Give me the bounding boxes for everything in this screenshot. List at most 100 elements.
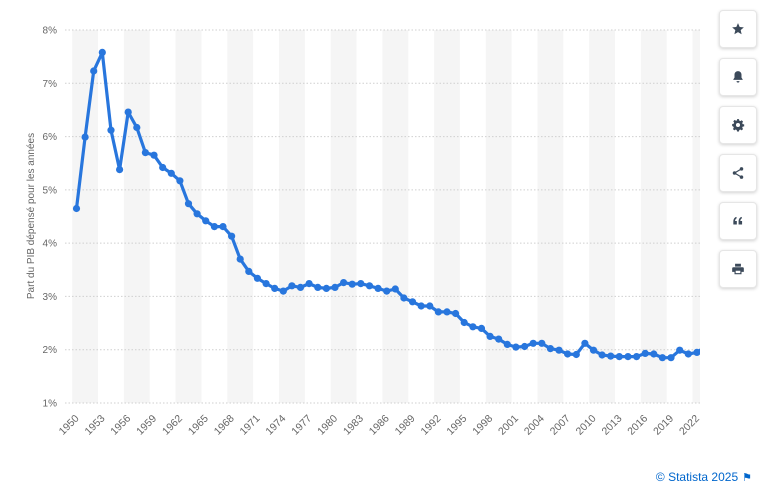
x-tick-label: 1977	[289, 413, 314, 438]
x-tick-label: 2010	[574, 413, 599, 438]
data-point	[340, 279, 348, 287]
data-point	[90, 67, 98, 75]
data-point	[503, 340, 511, 348]
data-point	[141, 149, 149, 157]
data-point	[271, 284, 279, 292]
data-point	[538, 339, 546, 347]
settings-button[interactable]	[719, 106, 757, 144]
y-tick-label: 7%	[43, 79, 58, 90]
data-point	[236, 255, 244, 263]
background-band	[434, 30, 460, 403]
print-icon	[732, 263, 744, 275]
quote-icon	[733, 216, 743, 225]
data-point	[357, 280, 365, 288]
x-tick-label: 1992	[419, 413, 444, 438]
data-point	[615, 353, 623, 361]
data-point	[365, 282, 374, 290]
x-tick-label: 1980	[315, 413, 340, 438]
data-point	[641, 349, 649, 357]
data-point	[684, 350, 692, 358]
data-point	[521, 342, 529, 351]
chart-toolbar	[719, 10, 757, 298]
background-band	[640, 30, 667, 403]
print-button[interactable]	[719, 250, 757, 288]
x-tick-label: 1953	[82, 413, 107, 438]
background-bands	[72, 30, 700, 403]
x-tick-label: 2019	[651, 413, 676, 438]
data-point	[98, 48, 106, 57]
data-point	[693, 348, 700, 356]
x-tick-label: 2007	[548, 413, 573, 438]
data-point	[133, 123, 141, 132]
notification-button[interactable]	[719, 58, 757, 96]
statista-credit[interactable]: © Statista 2025 ⚑	[656, 470, 752, 484]
favorite-button[interactable]	[719, 10, 757, 48]
data-point	[253, 274, 261, 282]
data-point	[408, 298, 417, 306]
x-tick-label: 1968	[212, 413, 237, 438]
x-tick-label: 1986	[367, 413, 392, 438]
background-band	[382, 30, 409, 403]
data-point	[184, 200, 193, 208]
cite-button[interactable]	[719, 202, 757, 240]
x-tick-label: 1950	[57, 413, 82, 438]
background-band	[278, 30, 305, 403]
star-icon	[732, 23, 744, 35]
data-point	[72, 204, 81, 213]
data-point	[581, 339, 589, 347]
background-band	[692, 30, 700, 403]
data-point	[658, 354, 667, 362]
x-tick-label: 1983	[341, 413, 366, 438]
data-point	[546, 345, 555, 353]
data-point	[452, 309, 460, 318]
data-point	[667, 354, 675, 362]
data-point	[296, 283, 305, 291]
data-point	[676, 346, 684, 354]
y-tick-label: 6%	[43, 132, 58, 143]
data-point	[288, 282, 296, 290]
background-band	[123, 30, 150, 403]
x-tick-label: 1956	[108, 413, 133, 438]
x-tick-label: 2004	[522, 413, 547, 438]
y-tick-label: 2%	[43, 345, 58, 356]
x-axis-ticks: 1950 1953 1956 1959 1962 1965 1968 1971 1974 1977…	[57, 413, 700, 438]
flag-icon: ⚑	[742, 471, 752, 484]
background-band	[589, 30, 616, 403]
x-tick-label: 1974	[263, 413, 288, 438]
y-tick-label: 1%	[43, 399, 58, 410]
data-point	[443, 308, 451, 316]
data-point	[193, 210, 201, 218]
data-point	[348, 280, 356, 288]
data-point	[564, 350, 572, 358]
data-point	[383, 287, 391, 295]
background-band	[227, 30, 254, 403]
data-point	[555, 346, 563, 354]
data-point	[116, 166, 124, 174]
data-point	[633, 353, 641, 361]
data-point	[426, 302, 434, 310]
data-point	[417, 302, 425, 310]
data-point	[219, 223, 227, 231]
share-button[interactable]	[719, 154, 757, 192]
data-point	[210, 223, 218, 231]
data-points	[72, 48, 700, 362]
data-point	[469, 323, 477, 331]
data-point	[589, 346, 598, 354]
line-chart: 1%2%3%4%5%6%7%8% 1950 1953 1956 1959 1962 196…	[26, 26, 700, 438]
data-point	[124, 108, 132, 116]
data-point	[305, 280, 313, 288]
y-tick-label: 3%	[43, 292, 58, 303]
bell-icon	[733, 71, 743, 83]
data-point	[495, 335, 503, 343]
x-tick-label: 1998	[470, 413, 495, 438]
share-icon	[732, 167, 744, 179]
y-axis-label: Part du PIB dépensé pour les années	[26, 133, 37, 299]
x-tick-label: 1995	[444, 413, 469, 438]
data-point	[650, 350, 658, 358]
data-point	[245, 267, 253, 275]
data-point	[374, 284, 382, 292]
data-point	[107, 126, 115, 134]
data-point	[150, 151, 158, 159]
x-tick-label: 2022	[677, 413, 700, 438]
y-tick-label: 8%	[43, 26, 58, 37]
